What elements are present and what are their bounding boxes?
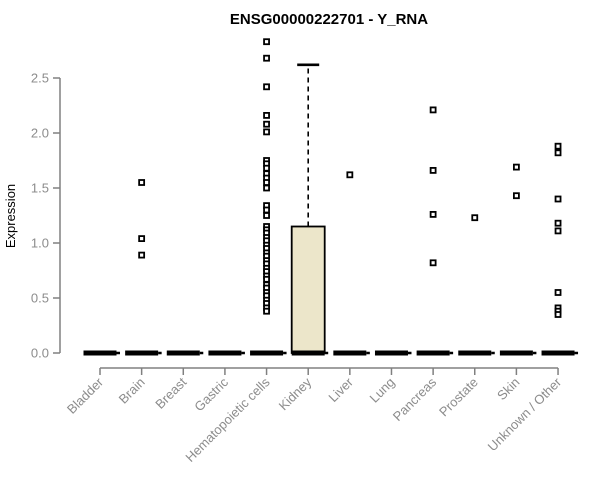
outlier-point xyxy=(263,212,270,219)
outlier-point xyxy=(263,54,270,62)
outlier-point xyxy=(263,184,270,192)
outlier-point xyxy=(263,307,270,315)
outlier-point xyxy=(263,128,270,136)
x-tick-label-unknown-other: Unknown / Other xyxy=(485,374,565,454)
x-tick-label-skin: Skin xyxy=(494,375,522,403)
median-bar xyxy=(416,350,450,356)
median-bar-nub xyxy=(449,351,454,355)
outlier-point xyxy=(429,210,437,218)
median-bar-nub xyxy=(491,351,495,355)
outlier-point xyxy=(471,214,479,222)
outlier-point xyxy=(346,171,354,179)
outlier-point xyxy=(554,227,562,235)
x-tick-label-brain: Brain xyxy=(116,375,148,407)
y-tick-label: 0.0 xyxy=(31,346,49,361)
median-bar xyxy=(250,350,284,356)
outlier-point xyxy=(554,311,562,318)
outlier-point xyxy=(138,179,146,186)
outlier-point xyxy=(263,275,270,283)
box-body-kidney xyxy=(290,225,326,354)
x-tick-label-breast: Breast xyxy=(152,374,189,411)
median-bar xyxy=(499,350,533,356)
outlier-point xyxy=(429,259,437,267)
median-bar xyxy=(458,350,492,356)
median-bar xyxy=(83,350,117,356)
outlier-point xyxy=(263,206,270,214)
outlier-point xyxy=(429,166,437,174)
outlier-point xyxy=(263,38,270,46)
median-bar xyxy=(208,350,242,356)
outlier-point xyxy=(554,142,562,150)
outlier-point xyxy=(554,219,562,227)
median-bar-nub xyxy=(116,351,120,355)
median-bar xyxy=(333,350,367,356)
median-bar-nub xyxy=(574,351,579,355)
median-bar-nub xyxy=(199,351,204,355)
outlier-point xyxy=(554,195,562,203)
outlier-point xyxy=(263,83,270,91)
chart-title: ENSG00000222701 - Y_RNA xyxy=(230,11,428,28)
outlier-point xyxy=(554,149,562,157)
outlier-point xyxy=(263,179,270,186)
outlier-point xyxy=(513,163,520,171)
x-tick-label-kidney: Kidney xyxy=(276,374,315,413)
y-tick-label: 0.5 xyxy=(31,291,49,306)
x-tick-label-bladder: Bladder xyxy=(64,374,107,417)
median-bar-nub xyxy=(366,351,370,355)
y-axis-label: Expression xyxy=(3,184,18,248)
x-tick-label-prostate: Prostate xyxy=(436,375,481,420)
x-tick-label-pancreas: Pancreas xyxy=(390,374,440,424)
x-tick-label-liver: Liver xyxy=(325,374,356,405)
outlier-point xyxy=(138,251,146,259)
median-bar-nub xyxy=(158,351,162,355)
x-tick-label-lung: Lung xyxy=(367,375,398,406)
median-bar xyxy=(541,350,575,356)
y-tick-label: 1.5 xyxy=(31,181,49,196)
median-bar xyxy=(291,350,325,356)
plot-area: 0.0 0.5 1.0 1.5 2.0 2.5 Bladder Brain Breast Gast… xyxy=(31,38,579,465)
median-bar-nub xyxy=(407,351,412,355)
y-tick-label: 2.0 xyxy=(31,126,49,141)
outlier-point xyxy=(554,289,562,296)
y-tick-label: 1.0 xyxy=(31,236,49,251)
outlier-point xyxy=(263,164,270,172)
outlier-point xyxy=(263,120,270,128)
median-bar xyxy=(166,350,200,356)
median-bar-nub xyxy=(241,351,245,355)
outlier-point xyxy=(263,112,270,119)
x-tick-label-gastric: Gastric xyxy=(191,374,231,414)
outlier-point xyxy=(429,106,437,114)
median-bar xyxy=(125,350,159,356)
outlier-point xyxy=(513,192,520,200)
outlier-point xyxy=(138,235,146,243)
y-tick-label: 2.5 xyxy=(31,71,49,86)
median-bar xyxy=(374,350,408,356)
median-bar-nub xyxy=(283,351,287,355)
median-bar-nub xyxy=(324,351,329,355)
median-bar-nub xyxy=(532,351,537,355)
